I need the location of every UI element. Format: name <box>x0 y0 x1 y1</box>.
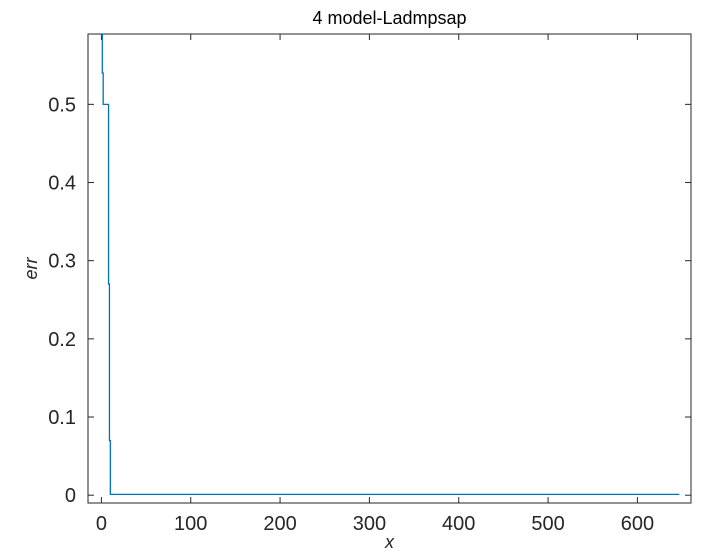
y-axis-label: err <box>21 256 41 279</box>
x-tick-label: 500 <box>531 513 564 535</box>
series-line <box>101 33 680 496</box>
y-tick-label: 0.2 <box>48 329 76 351</box>
y-tick-label: 0.4 <box>48 173 76 195</box>
x-tick-label: 200 <box>263 513 296 535</box>
x-tick-label: 100 <box>174 513 207 535</box>
y-tick-label: 0 <box>65 485 76 507</box>
chart-title: 4 model-Ladmpsap <box>312 8 466 28</box>
x-axis-label: x <box>384 532 395 552</box>
x-tick-label: 400 <box>442 513 475 535</box>
y-tick-label: 0.5 <box>48 94 76 116</box>
axis-ticks: 0 100 200 300 400 500 600 0 0.1 0.2 0.3 0.4 0.5 <box>48 34 691 535</box>
x-tick-label: 0 <box>96 513 107 535</box>
x-tick-label: 600 <box>621 513 654 535</box>
x-tick-label: 300 <box>353 513 386 535</box>
plot-area <box>87 33 692 504</box>
y-tick-label: 0.1 <box>48 407 76 429</box>
y-tick-label: 0.3 <box>48 251 76 273</box>
series-layer <box>101 33 680 496</box>
